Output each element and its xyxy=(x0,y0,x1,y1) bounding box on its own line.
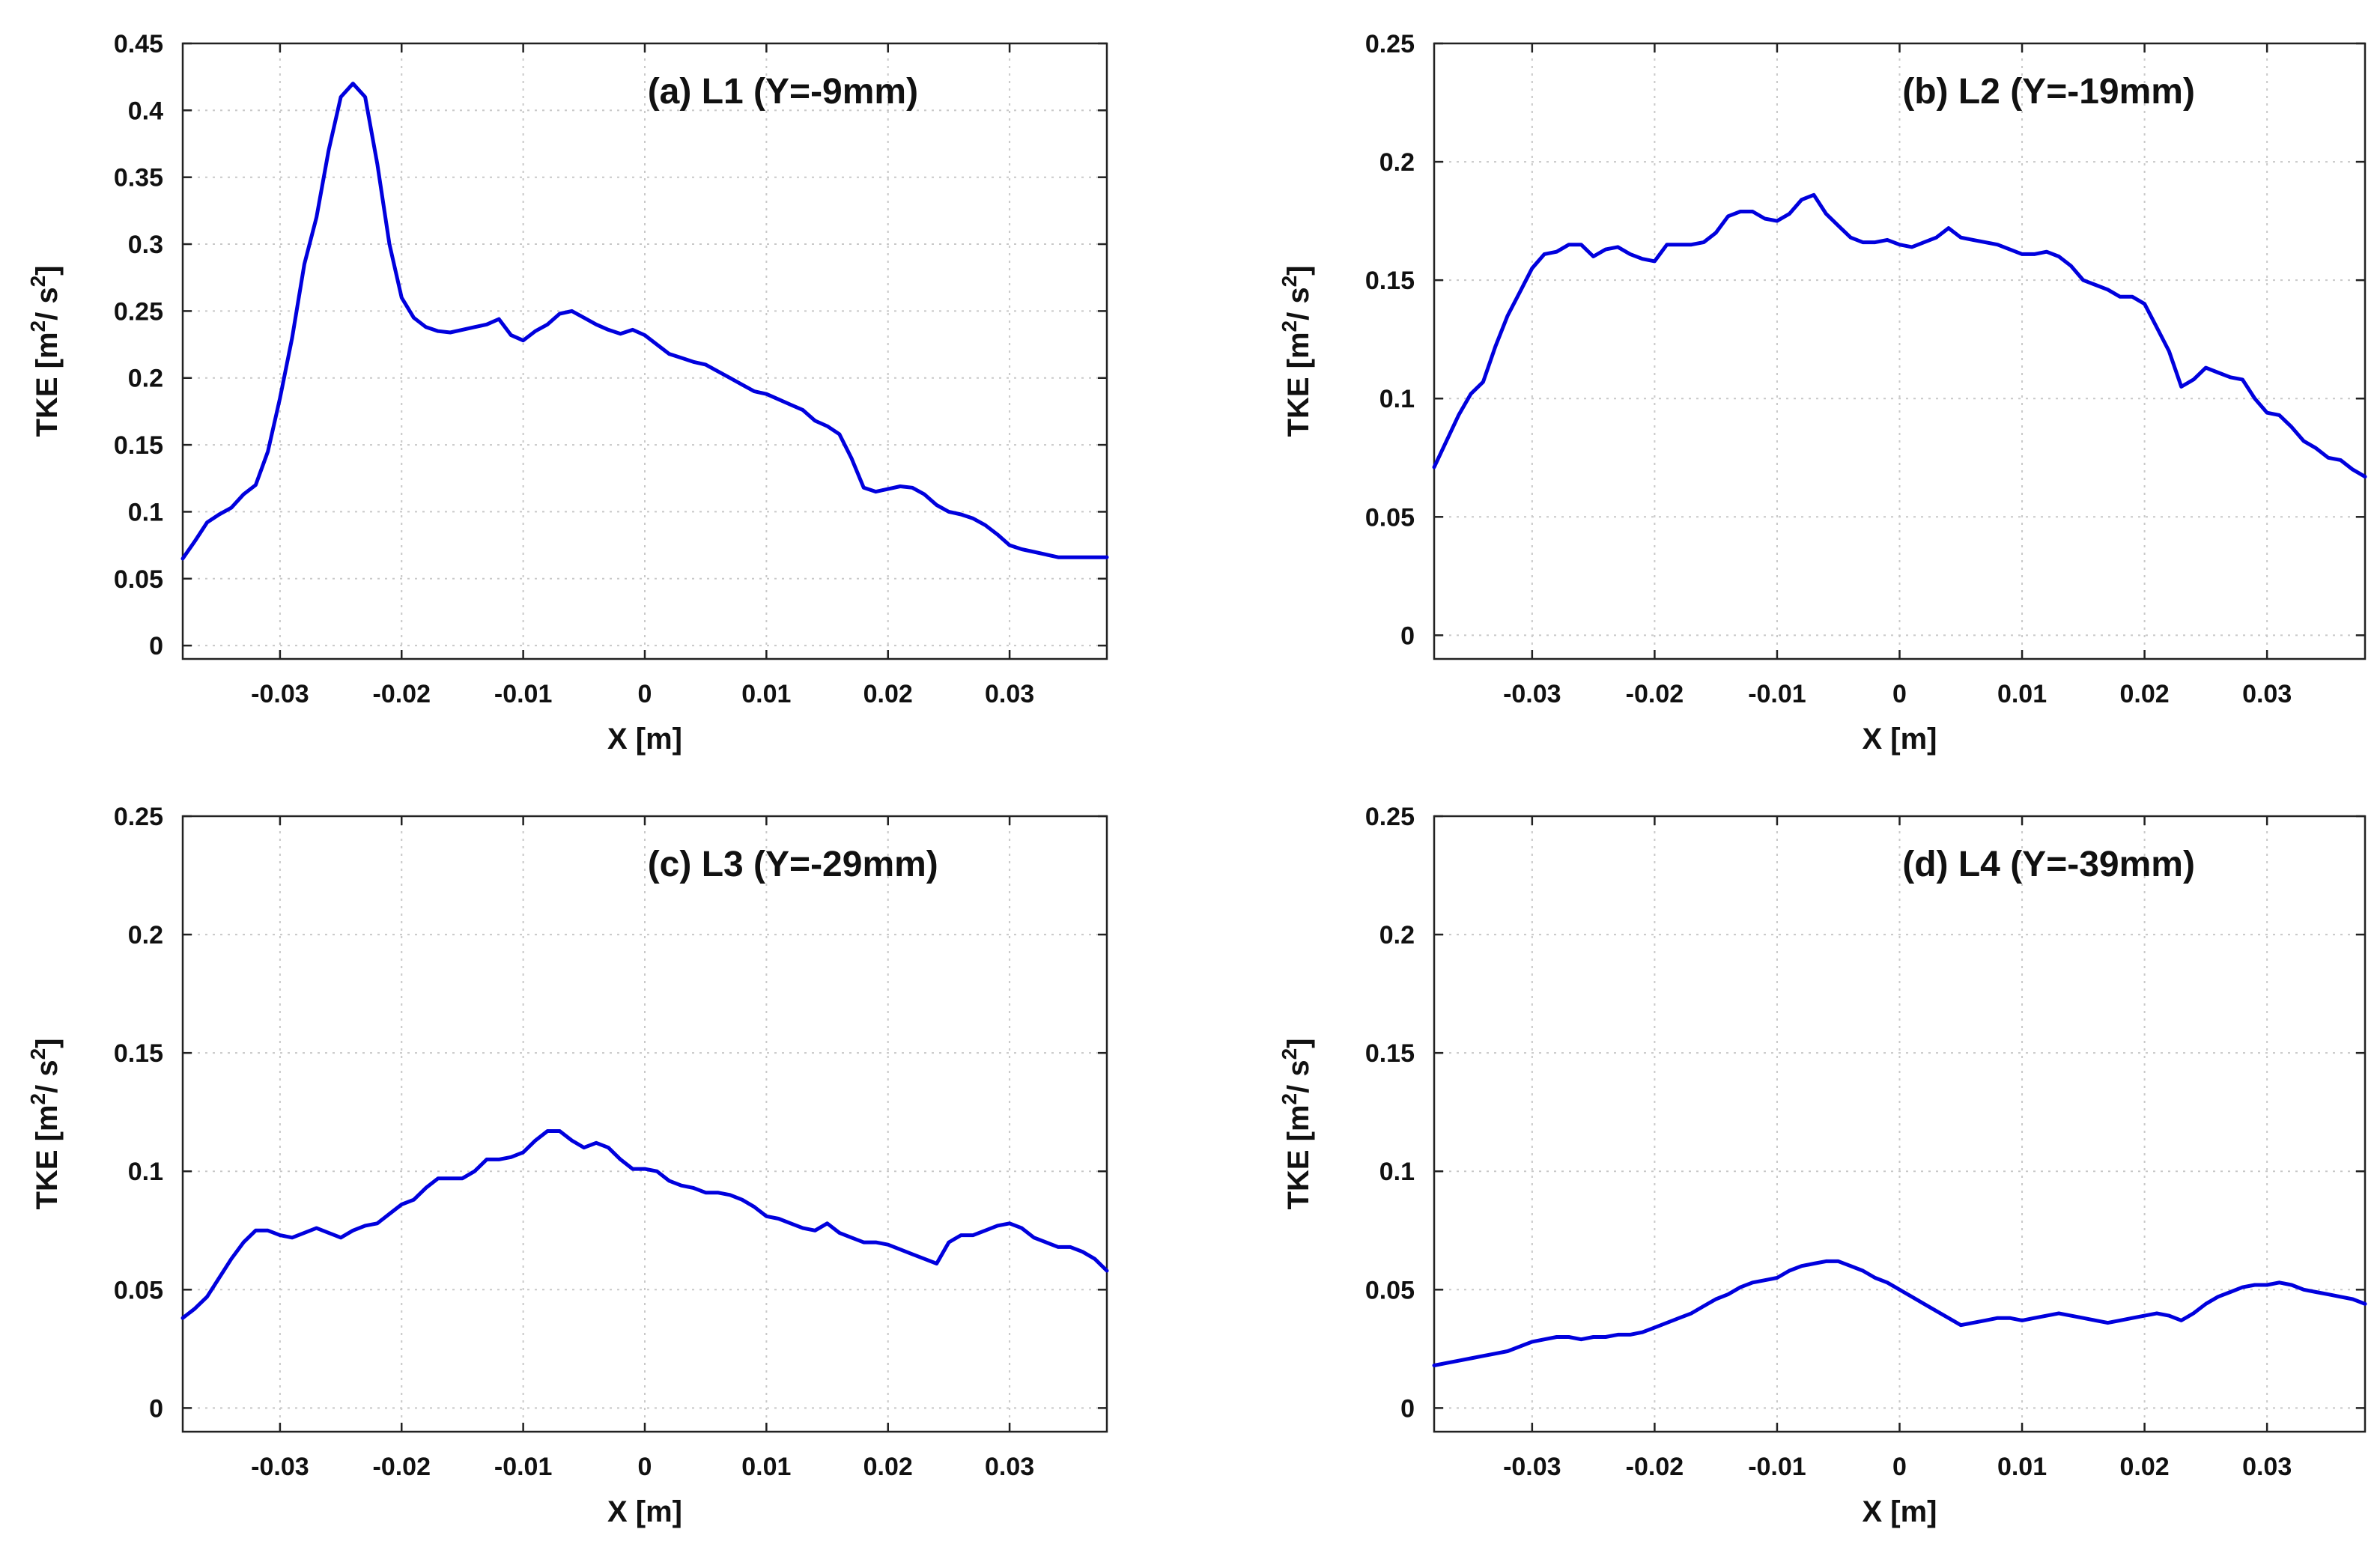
x-tick-label: 0.02 xyxy=(863,680,913,708)
x-tick-label: -0.03 xyxy=(1503,680,1561,708)
x-tick-label: 0.02 xyxy=(863,1453,913,1481)
y-tick-label: 0.05 xyxy=(1365,503,1415,532)
chart-panel-2: -0.03 -0.02 -0.01 0 0.01 0.02 0.03 0 0.05 0.1 0.15… xyxy=(1278,30,2367,756)
x-axis-label: X [m] xyxy=(1863,723,1937,756)
y-tick-label: 0 xyxy=(1400,622,1415,650)
y-tick-label: 0.4 xyxy=(128,97,163,125)
x-tick-label: 0 xyxy=(638,680,652,708)
x-tick-label: -0.01 xyxy=(494,1453,553,1481)
y-tick-label: 0.1 xyxy=(1379,385,1415,413)
x-tick-label: -0.02 xyxy=(1626,1453,1684,1481)
x-tick-label: 0.03 xyxy=(2242,680,2292,708)
x-tick-label: 0.01 xyxy=(741,1453,791,1481)
x-axis-label: X [m] xyxy=(607,1495,682,1528)
x-tick-label: 0.02 xyxy=(2120,1453,2170,1481)
x-tick-label: 0 xyxy=(1892,1453,1907,1481)
y-tick-label: 0.1 xyxy=(128,498,163,526)
panel-title: (b) L2 (Y=-19mm) xyxy=(1902,72,2195,112)
y-tick-label: 0.25 xyxy=(114,803,163,831)
y-tick-label: 0.2 xyxy=(128,921,163,949)
panel-title: (d) L4 (Y=-39mm) xyxy=(1902,845,2195,884)
y-tick-label: 0.25 xyxy=(114,297,163,326)
y-tick-label: 0.15 xyxy=(114,431,163,460)
y-tick-label: 0.05 xyxy=(1365,1276,1415,1304)
tke-series-line xyxy=(1432,1259,2367,1367)
y-axis-label: TKE [m2/ s2] xyxy=(26,1039,64,1210)
y-tick-label: 0.2 xyxy=(1379,148,1415,177)
y-tick-label: 0.15 xyxy=(1365,267,1415,295)
x-tick-label: 0.03 xyxy=(985,1453,1034,1481)
x-axis-label: X [m] xyxy=(1863,1495,1937,1528)
x-tick-label: -0.01 xyxy=(1748,1453,1806,1481)
tke-series-line xyxy=(180,82,1109,561)
y-tick-label: 0.1 xyxy=(128,1158,163,1186)
y-tick-label: 0.15 xyxy=(1365,1039,1415,1068)
tke-series-line xyxy=(1432,192,2367,479)
x-axis-label: X [m] xyxy=(607,723,682,756)
x-tick-label: -0.02 xyxy=(1626,680,1684,708)
x-tick-label: -0.01 xyxy=(494,680,553,708)
x-tick-label: -0.03 xyxy=(251,680,309,708)
x-tick-label: 0.01 xyxy=(1997,1453,2047,1481)
x-tick-label: -0.01 xyxy=(1748,680,1806,708)
panel-title: (a) L1 (Y=-9mm) xyxy=(648,72,918,112)
y-tick-label: 0.05 xyxy=(114,1276,163,1304)
x-tick-label: -0.03 xyxy=(1503,1453,1561,1481)
y-tick-label: 0 xyxy=(1400,1394,1415,1423)
y-tick-label: 0.35 xyxy=(114,164,163,192)
x-tick-label: 0.02 xyxy=(2120,680,2170,708)
y-axis-label: TKE [m2/ s2] xyxy=(1278,1039,1315,1210)
y-axis-label: TKE [m2/ s2] xyxy=(1278,266,1315,437)
x-tick-label: 0.03 xyxy=(2242,1453,2292,1481)
tke-series-line xyxy=(180,1129,1109,1320)
x-tick-label: -0.03 xyxy=(251,1453,309,1481)
y-tick-label: 0.2 xyxy=(1379,921,1415,949)
chart-panel-3: -0.03 -0.02 -0.01 0 0.01 0.02 0.03 0 0.05 0.1 0.15… xyxy=(26,803,1109,1528)
x-tick-label: -0.02 xyxy=(373,1453,431,1481)
y-tick-label: 0 xyxy=(149,1394,163,1423)
x-tick-label: 0 xyxy=(1892,680,1907,708)
y-tick-label: 0.05 xyxy=(114,565,163,594)
y-tick-label: 0.45 xyxy=(114,30,163,58)
y-tick-label: 0.25 xyxy=(1365,803,1415,831)
y-tick-label: 0.15 xyxy=(114,1039,163,1068)
y-tick-label: 0.25 xyxy=(1365,30,1415,58)
y-tick-label: 0.3 xyxy=(128,231,163,259)
panel-title: (c) L3 (Y=-29mm) xyxy=(648,845,938,884)
x-tick-label: 0.03 xyxy=(985,680,1034,708)
x-tick-label: -0.02 xyxy=(373,680,431,708)
y-tick-label: 0 xyxy=(149,632,163,660)
y-tick-label: 0.2 xyxy=(128,365,163,393)
x-tick-label: 0.01 xyxy=(1997,680,2047,708)
y-axis-label: TKE [m2/ s2] xyxy=(26,266,64,437)
x-tick-label: 0 xyxy=(638,1453,652,1481)
y-tick-label: 0.1 xyxy=(1379,1158,1415,1186)
chart-panel-4: -0.03 -0.02 -0.01 0 0.01 0.02 0.03 0 0.05 0.1 0.15… xyxy=(1278,803,2367,1528)
chart-panel-1: -0.03 -0.02 -0.01 0 0.01 0.02 0.03 0 0.05 0.1 0.15… xyxy=(26,30,1109,756)
x-tick-label: 0.01 xyxy=(741,680,791,708)
